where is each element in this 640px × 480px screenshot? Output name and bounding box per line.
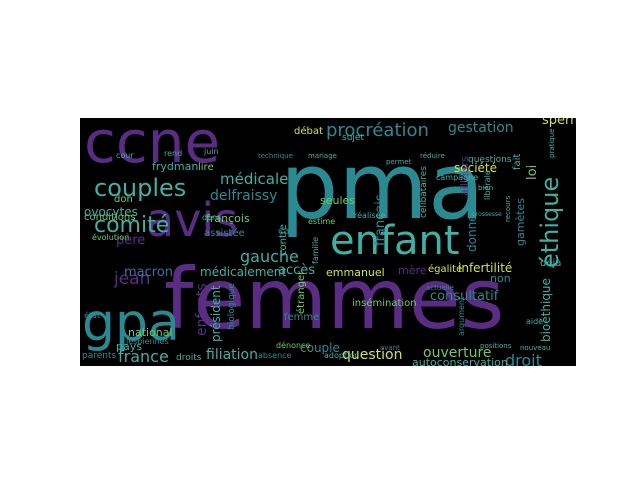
word-39: débat (294, 125, 323, 137)
word-16: ouverture (423, 345, 492, 361)
word-30: bioéthique (539, 278, 553, 342)
word-81: libérale (482, 170, 492, 200)
word-34: mère (398, 264, 427, 277)
word-79: état (84, 310, 100, 320)
word-56: lire (198, 162, 214, 173)
word-29: ovocytes (84, 205, 138, 219)
word-14: filiation (206, 347, 258, 363)
word-27: delfraissy (210, 188, 277, 204)
word-87: réduire (420, 152, 445, 160)
word-91: grossesse (472, 211, 502, 218)
word-93: nouveau (520, 344, 550, 352)
word-83: technique (258, 152, 293, 160)
word-60: biologique (227, 283, 237, 330)
word-11: droit (505, 351, 542, 366)
word-78: évolution (92, 232, 129, 242)
word-19: jean (113, 269, 150, 289)
word-61: lesbiennes (126, 337, 169, 346)
word-48: président (209, 285, 223, 342)
word-36: non (490, 272, 511, 285)
word-57: fait (512, 154, 523, 170)
word-89: pratique (548, 129, 556, 159)
word-58: ailleurs (458, 156, 471, 196)
word-24: société (454, 161, 497, 175)
word-88: bien (478, 184, 493, 192)
word-51: insémination (352, 297, 417, 309)
word-90: actuelle (426, 284, 454, 292)
word-21: médicalement (200, 265, 286, 279)
word-86: permet (386, 158, 412, 166)
word-31: couple (300, 341, 340, 355)
word-10: gestation (448, 120, 514, 136)
word-41: françois (206, 212, 250, 225)
word-8: éthique (536, 177, 564, 268)
word-53: cas (278, 226, 295, 237)
word-1: femmes (164, 250, 504, 348)
word-17: france (118, 347, 169, 366)
word-45: pays (116, 340, 142, 353)
word-92: avant (380, 344, 400, 352)
word-5: gpa (82, 293, 180, 353)
word-2: ccne (84, 118, 220, 176)
word-20: accès (278, 263, 315, 278)
word-15: question (342, 347, 402, 363)
word-70: dénonce (276, 340, 310, 350)
word-cloud: pma femmes ccne enfant avis gpa couples comité é… (80, 118, 576, 366)
word-63: droits (176, 353, 202, 363)
word-54: contre (278, 224, 289, 256)
word-7: comité (94, 213, 169, 238)
word-82: mariage (308, 152, 337, 160)
word-84: famille (311, 237, 320, 264)
word-44: national (128, 326, 173, 339)
word-23: loi (525, 165, 540, 180)
word-77: cour (116, 151, 134, 160)
word-6: couples (94, 174, 186, 202)
word-73: argument (457, 297, 466, 336)
word-64: estime (308, 217, 335, 226)
word-65: sujet (342, 133, 364, 143)
word-69: réalisée (354, 210, 385, 220)
word-74: aide (526, 317, 543, 326)
word-68: célibataires (418, 166, 429, 218)
word-32: infertilité (458, 261, 512, 275)
word-52: assistée (204, 227, 245, 239)
word-94: positions (480, 342, 512, 350)
word-9: procréation (326, 120, 429, 141)
word-40: français (373, 194, 388, 246)
word-25: consultatif (430, 289, 499, 304)
word-33: emmanuel (326, 266, 385, 279)
word-47: conditions (84, 212, 135, 223)
word-66: questions (468, 155, 512, 165)
word-42: seules (320, 194, 355, 207)
word-35: égalité (428, 263, 462, 275)
word-0: pma (280, 133, 484, 240)
word-49: femme (284, 312, 319, 323)
word-55: gamètes (514, 198, 527, 246)
word-37: autoconservation (412, 356, 508, 366)
word-46: don (114, 194, 133, 205)
word-71: adoption (324, 351, 359, 360)
word-85: recours (504, 196, 512, 222)
word-62: parents (82, 351, 117, 361)
word-3: enfant (330, 218, 460, 264)
word-43: frydman (152, 160, 198, 173)
word-59: déjà (540, 257, 561, 269)
word-28: macron (124, 265, 173, 280)
word-72: absence (258, 351, 292, 360)
word-76: rend (164, 149, 182, 158)
word-13: gauche (240, 247, 299, 266)
word-22: enfants (194, 283, 210, 336)
word-80: dons (202, 213, 221, 222)
word-38: donneur (465, 202, 479, 252)
word-67: campagne (436, 173, 478, 182)
word-cloud-background (80, 118, 576, 366)
word-75: juin (203, 147, 219, 156)
word-50: étranger (295, 270, 307, 314)
word-12: médicale (220, 170, 288, 188)
word-18: père (116, 233, 145, 248)
word-4: avis (146, 193, 238, 247)
